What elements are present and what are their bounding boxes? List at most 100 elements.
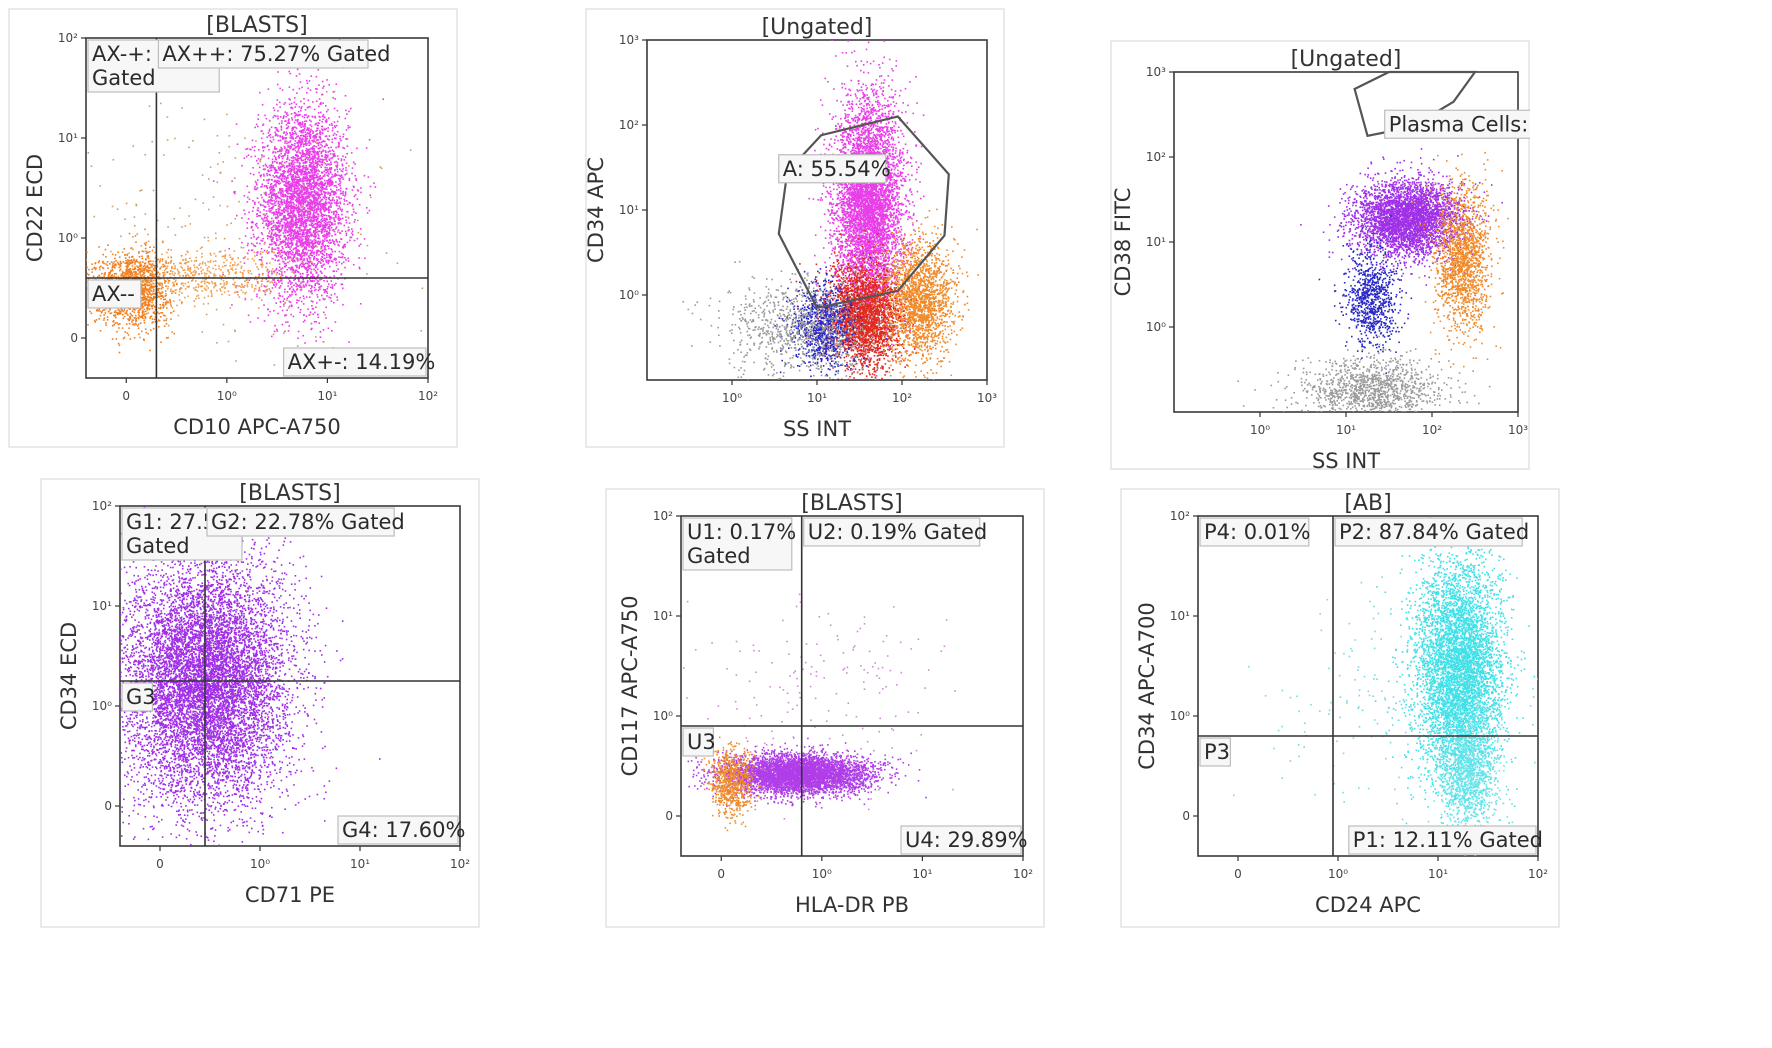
event-dot [312,243,315,246]
event-dot [309,187,312,190]
event-dot [302,186,304,189]
event-dot [291,119,294,121]
event-dot [129,312,132,315]
event-dot [313,218,316,221]
event-dot [335,83,338,85]
event-dot [277,117,279,120]
event-dot [319,133,322,135]
event-dot [316,222,319,224]
event-dot [299,145,302,148]
event-dot [286,268,288,271]
event-dot [308,164,311,167]
event-dot [313,216,316,218]
event-dot [144,304,146,306]
event-dot [280,155,283,158]
event-dot [281,175,284,178]
event-dot [317,189,320,191]
event-dot [78,282,80,284]
event-dot [322,118,324,121]
event-dot [307,202,310,204]
event-dot [320,262,322,264]
event-dot [315,340,317,342]
event-dot [279,243,281,245]
event-dot [287,330,290,332]
event-dot [154,308,157,311]
event-dot [302,221,305,224]
event-dot [346,200,348,202]
event-dot [289,141,292,143]
event-dot [323,184,326,187]
event-dot [299,286,301,288]
event-dot [298,284,301,286]
event-dot [247,154,250,156]
event-dot [115,276,117,278]
event-dot [262,204,264,207]
event-dot [103,317,106,319]
event-dot [311,200,314,203]
event-dot [268,235,271,238]
event-dot [321,243,323,245]
event-dot [144,266,147,269]
event-dot [325,196,328,199]
event-dot [305,246,307,248]
event-dot [285,251,287,254]
event-dot [314,236,316,238]
event-dot [302,295,305,297]
event-dot [279,220,282,223]
event-dot [340,223,342,225]
event-dot [285,238,288,240]
event-dot [286,197,288,200]
event-dot [298,166,300,169]
panel-border [8,8,458,448]
event-dot [373,182,375,184]
event-dot [319,221,322,224]
event-dot [320,206,323,209]
event-dot [314,202,316,204]
event-dot [316,279,319,282]
event-dot [255,188,258,191]
event-dot [283,202,286,204]
event-dot [277,222,279,225]
event-dot [281,122,283,124]
event-dot [294,269,297,272]
event-dot [316,225,319,228]
event-dot [308,142,310,144]
event-dot [321,115,324,117]
event-dot [273,214,275,216]
event-dot [297,270,299,273]
event-dot [312,163,315,166]
event-dot [333,230,336,233]
event-dot [299,243,302,245]
event-dot [298,254,301,256]
event-dot [299,201,302,203]
event-dot [254,145,256,148]
event-dot [328,228,331,230]
event-dot [269,136,272,139]
event-dot [333,242,335,245]
event-dot [284,223,286,226]
event-dot [129,308,131,310]
event-dot [314,156,316,159]
event-dot [306,172,309,174]
event-dot [285,160,288,163]
event-dot [279,106,281,108]
event-dot [268,134,270,137]
event-dot [292,213,294,215]
event-dot [307,213,310,215]
event-dot [306,279,309,282]
event-dot [305,166,307,169]
event-dot [250,227,253,229]
event-dot [279,189,282,191]
event-dot [299,273,302,275]
event-dot [292,138,295,140]
event-dot [297,179,300,182]
event-dot [287,201,290,203]
event-dot [290,226,293,228]
event-dot [296,243,298,245]
event-dot [281,179,283,181]
event-dot [339,201,341,203]
event-dot [313,223,315,226]
event-dot [304,238,307,240]
event-dot [278,150,281,152]
event-dot [272,194,274,196]
